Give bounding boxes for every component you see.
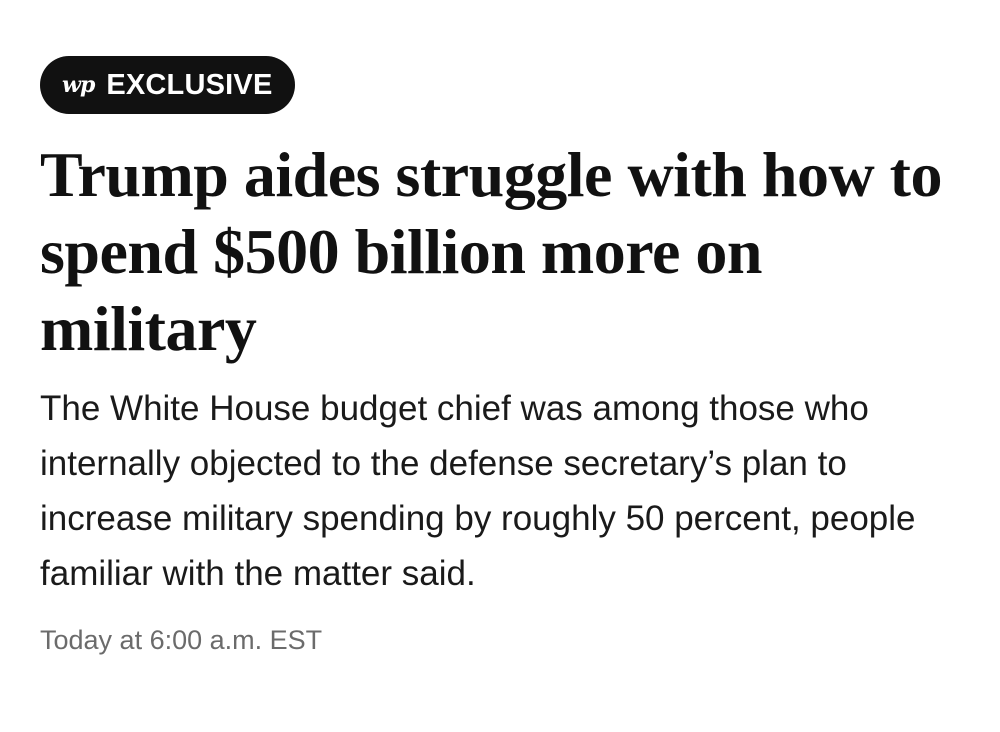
article-timestamp: Today at 6:00 a.m. EST	[40, 625, 323, 655]
article-card[interactable]: wp EXCLUSIVE Trump aides struggle with h…	[40, 56, 960, 657]
article-dek: The White House budget chief was among t…	[40, 389, 916, 593]
wp-logo-icon: wp	[62, 72, 95, 98]
article-headline[interactable]: Trump aides struggle with how to spend $…	[40, 139, 942, 364]
exclusive-badge: wp EXCLUSIVE	[40, 56, 295, 114]
badge-label: EXCLUSIVE	[106, 68, 273, 101]
